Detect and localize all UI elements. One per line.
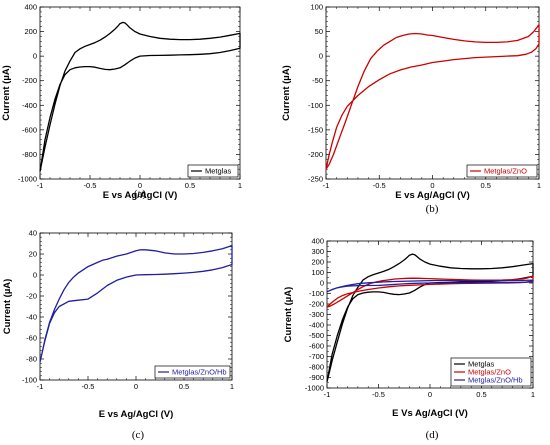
x-tick-label: -0.5	[84, 181, 97, 190]
legend-label: Metglas	[468, 360, 495, 369]
legend-label: Metglas/ZnO	[468, 368, 511, 377]
y-tick-label: -40	[26, 313, 37, 322]
x-tick-label: 0.5	[185, 181, 195, 190]
y-tick-label: -60	[26, 334, 37, 343]
x-tick-label: 0.5	[476, 390, 486, 399]
legend-box	[154, 365, 231, 379]
x-tick-label: 0.5	[481, 181, 491, 190]
x-tick-label: -0.5	[82, 382, 95, 391]
y-tick-label: -1000	[18, 175, 37, 184]
x-tick-label: 1	[537, 181, 541, 190]
y-tick-label: 100	[310, 3, 323, 12]
y-axis-label: Current (µA)	[283, 287, 294, 343]
chart-panel-4: -1000-900-800-700-600-500-400-300-200-10…	[283, 237, 535, 442]
x-tick-label: -0.5	[372, 390, 385, 399]
y-tick-label: 40	[29, 229, 37, 238]
y-tick-label: 0	[33, 52, 37, 61]
x-tick-label: 0	[428, 390, 432, 399]
y-tick-label: -500	[309, 331, 324, 340]
y-tick-label: -200	[22, 76, 37, 85]
legend-label: Metglas/ZnO/Hb	[172, 368, 227, 377]
legend-box	[450, 357, 532, 387]
y-tick-label: -400	[309, 321, 324, 330]
chart-panel-2: -250 -200 -150 -100 -50 0 50 100 -1 -0.5 0 0.5 1 E vs…	[281, 3, 541, 216]
x-axis-label: E vs Ag/AgCl (V)	[395, 190, 470, 201]
legend-box	[466, 164, 538, 178]
panel-caption: (b)	[426, 203, 439, 215]
x-tick-label: 1	[230, 382, 234, 391]
y-tick-label: -400	[22, 101, 37, 110]
y-tick-label: 400	[311, 237, 324, 246]
y-tick-label: -100	[308, 101, 323, 110]
x-tick-label: 0.5	[179, 382, 189, 391]
y-tick-label: -100	[309, 289, 324, 298]
y-axis-label: Current (µA)	[281, 65, 292, 121]
chart-panel-1: -1000 -800 -600 -400 -200 0 200 400 -1 -0.5 0 0.5 1 E…	[1, 3, 242, 202]
x-axis-label: E Vs Ag/AgCl (V)	[392, 408, 468, 419]
y-axis-label: Current (µA)	[2, 279, 13, 335]
y-tick-label: -50	[312, 76, 323, 85]
plot-frame	[39, 6, 241, 180]
x-tick-label: -0.5	[373, 181, 386, 190]
y-tick-label: 20	[29, 250, 37, 259]
y-tick-label: -150	[308, 125, 323, 134]
y-tick-label: 400	[24, 3, 37, 12]
y-tick-label: -100	[22, 376, 37, 385]
series-line-1	[326, 253, 534, 382]
y-tick-label: -20	[26, 292, 37, 301]
x-tick-label: -1	[37, 382, 44, 391]
legend-label: Metglas	[205, 167, 232, 176]
y-tick-label: 100	[311, 268, 324, 277]
legend-label: Metglas/ZnO/Hb	[468, 376, 523, 385]
y-tick-label: -250	[308, 175, 323, 184]
legend-label: Metglas/ZnO	[484, 167, 527, 176]
y-tick-label: 0	[319, 52, 323, 61]
y-tick-label: 0	[320, 279, 324, 288]
y-tick-label: -800	[22, 150, 37, 159]
y-tick-label: -200	[309, 300, 324, 309]
series-line-1	[39, 21, 241, 172]
panel-caption: (c)	[132, 429, 145, 441]
y-tick-label: 200	[311, 258, 324, 267]
y-tick-label: -600	[22, 125, 37, 134]
y-tick-label: -1000	[305, 384, 324, 393]
x-tick-label: 0	[430, 181, 434, 190]
y-tick-label: -800	[309, 363, 324, 372]
y-tick-label: -700	[309, 352, 324, 361]
y-tick-label: -900	[309, 373, 324, 382]
x-tick-label: 0	[138, 181, 142, 190]
plot-frame	[325, 6, 540, 180]
series-line-1	[325, 24, 540, 170]
series-line-3	[326, 279, 534, 293]
y-tick-label: -200	[308, 150, 323, 159]
x-tick-label: -1	[324, 390, 331, 399]
series-line-1	[39, 244, 233, 363]
x-tick-label: 1	[531, 390, 535, 399]
legend-box	[187, 164, 239, 178]
y-tick-label: 0	[33, 271, 37, 280]
x-axis-label: E vs Ag/AgCl (V)	[99, 409, 174, 420]
y-tick-label: 200	[24, 27, 37, 36]
y-axis-label: Current (µA)	[1, 65, 12, 121]
y-tick-label: -300	[309, 310, 324, 319]
y-tick-label: -600	[309, 342, 324, 351]
y-tick-label: 300	[311, 247, 324, 256]
y-tick-label: -80	[26, 355, 37, 364]
x-tick-label: 0	[134, 382, 138, 391]
panel-caption: (a)	[134, 188, 147, 200]
y-tick-label: 50	[315, 27, 323, 36]
x-tick-label: -1	[37, 181, 44, 190]
chart-panel-3: -100 -80 -60 -40 -20 0 20 40 -1 -0.5 0 0.5 1 E vs Ag/…	[2, 229, 234, 442]
x-axis-label: E vs Ag/AgCl (V)	[103, 190, 178, 201]
panel-caption: (d)	[426, 429, 439, 441]
x-tick-label: -1	[323, 181, 330, 190]
plot-frame	[39, 232, 233, 381]
x-tick-label: 1	[238, 181, 242, 190]
